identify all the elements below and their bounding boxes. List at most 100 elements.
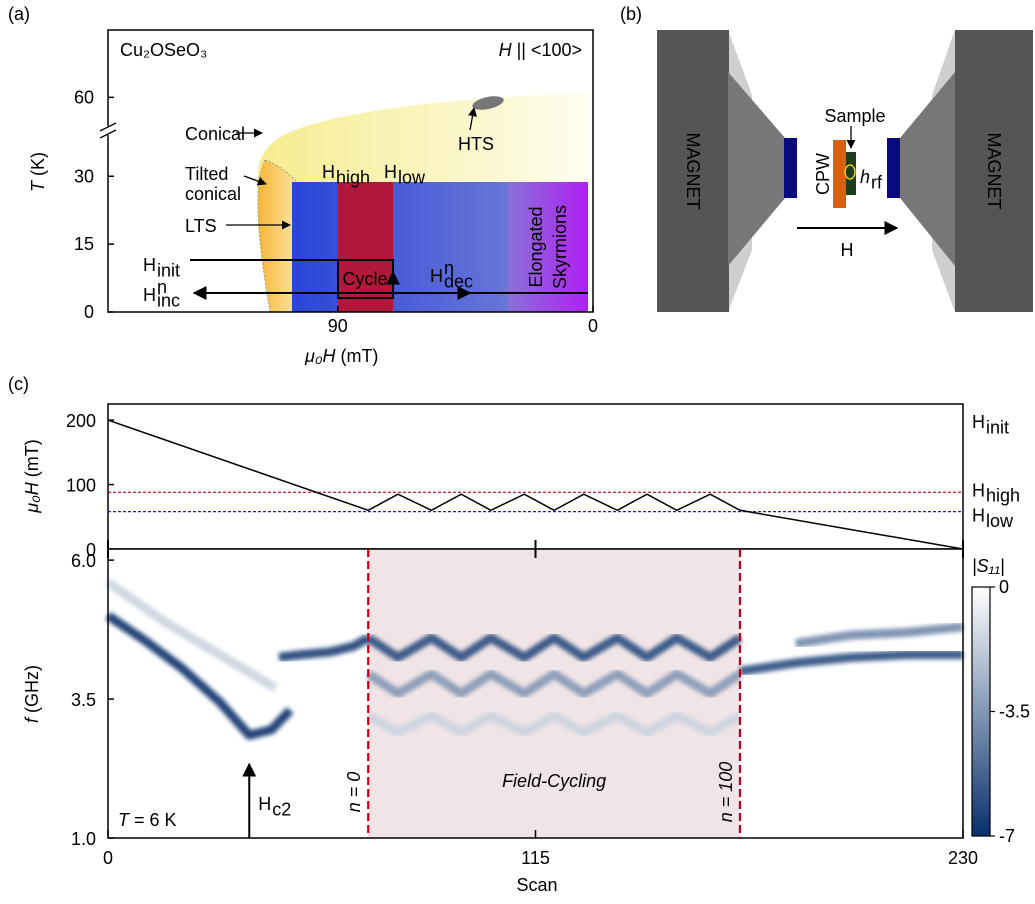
y-tick-label: 0 [86,540,96,560]
x-axis-label: Scan [516,875,557,895]
resonance-trace [278,633,371,662]
hrf-label-sub: rf [871,172,883,192]
field-direction-part: H [499,40,513,60]
x-axis-label: μ₀H (mT) [304,346,378,366]
y-tick-label: 100 [66,476,96,496]
panel-label: (c) [8,374,29,394]
axis-break-gap [100,126,116,135]
pole-piece [900,72,955,266]
hrf-label: h rf [860,167,883,192]
axis-break [99,122,117,132]
cpw [833,140,846,208]
colorbar-tick-label: -3.5 [999,702,1030,722]
field-direction: H || <100> [499,40,582,60]
tilted-arrow [243,175,267,186]
y-axis-label-part: μ₀H [22,481,42,513]
colorbar-label: |S₁₁| [972,556,1005,576]
y-axis-label: f (GHz) [22,665,42,723]
hts-region [472,96,504,110]
field-label-base: H [430,266,443,286]
tilted-region [257,159,301,313]
y-tick-label: 0 [84,302,94,322]
resonance-trace [366,711,743,737]
phase-label: Skyrmions [550,205,570,289]
sample [846,152,856,195]
hc2-label-sub: c2 [272,799,291,819]
panel-label: (b) [620,4,642,24]
field-label-sub: high [336,167,370,187]
reference-label-sub: high [986,486,1020,506]
panel-b-diagram [657,30,1033,312]
field-label-base: H [143,255,156,275]
y-axis-label-part: (mT) [22,439,42,477]
phase-label: Tilted [185,164,228,184]
y-tick-label: 60 [74,87,94,107]
rf-loop [844,164,856,180]
field-label: H [841,240,854,260]
pole-piece [728,72,785,266]
reference-label-sub: low [986,511,1014,531]
reference-label-base: H [972,480,985,500]
resonance-trace [105,611,294,740]
field-label-sup: n [444,258,454,278]
hc2-label-base: H [258,794,271,814]
magnet [955,30,1033,312]
phase-label: Cycle [342,269,387,289]
frame [107,29,594,313]
cycle-band [338,182,393,312]
phase-label: Elongated [526,206,546,287]
x-tick-label: 230 [948,848,978,868]
temperature-label-part: = 6 K [134,810,177,830]
y-tick-label: 200 [66,411,96,431]
y-tick-label: 3.5 [71,690,96,710]
panel-a-regions [99,29,594,313]
resonance-trace [795,622,964,648]
phase-label: conical [185,184,241,204]
resonance-trace [365,633,743,662]
field-label-sub: low [398,167,426,187]
cycling-start-label: n = 0 [344,772,364,813]
cycling-region [368,549,740,838]
y-axis-label: μ₀H (mT) [22,439,42,513]
resonance-trace [105,578,278,692]
material-label: Cu₂OSeO₃ [120,40,207,60]
field-label-sub: inc [157,290,180,310]
colorbar-tick-label: 0 [999,577,1009,597]
conical-region [257,93,590,312]
hrf-label-base: h [860,167,870,187]
y-axis-label: T (K) [28,152,48,192]
resonance-trace [739,650,963,676]
start-label-base: H [972,412,985,432]
y-tick-label: 1.0 [71,829,96,849]
y-tick-label: 6.0 [71,551,96,571]
phase-label: LTS [185,216,217,236]
axis-break [99,129,117,139]
resonance-trace [365,669,743,698]
field-direction-part: || <100> [517,40,582,60]
field-label-sub: init [157,260,180,280]
cycling-label: Field-Cycling [502,771,606,791]
temperature-label: T = 6 K [118,810,177,830]
hts-arrow [468,107,478,131]
x-tick-label: 0 [588,316,598,336]
colorbar-tick-label: -7 [999,826,1015,846]
y-axis-label-part: (GHz) [22,665,42,713]
pole-tip [784,138,797,198]
pole-tip [887,138,900,198]
x-tick-label: 90 [328,316,348,336]
temperature-label-part: T [118,810,131,830]
y-tick-label: 15 [74,234,94,254]
field-label-base: H [143,285,156,305]
x-axis-label-part: μ₀H [304,346,336,366]
y-axis-label-part: f [22,716,42,723]
colorbar [971,586,991,837]
